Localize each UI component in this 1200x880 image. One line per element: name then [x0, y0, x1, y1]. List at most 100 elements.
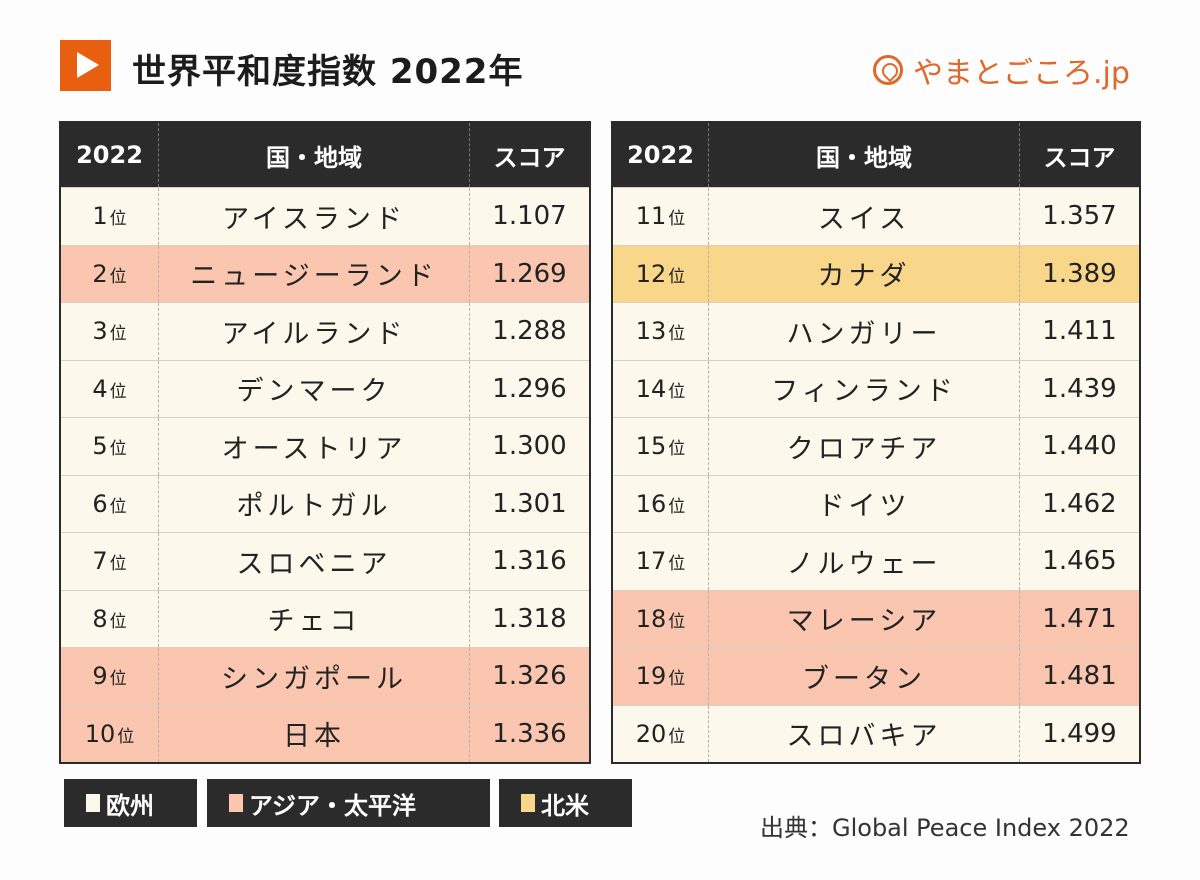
score-cell: 1.357 [1019, 187, 1140, 245]
rank-cell: 12 位 [612, 244, 709, 303]
col-rank: 2022 [612, 122, 709, 188]
table-row: 11 位 スイス 1.357 [612, 187, 1140, 245]
logo: やまとごころ.jp [873, 48, 1130, 92]
source-note: 出典：Global Peace Index 2022 [760, 814, 1130, 842]
score-cell: 1.300 [469, 417, 590, 475]
score-cell: 1.411 [1019, 302, 1140, 360]
col-country: 国・地域 [708, 122, 1020, 188]
legend-north-america: 北米 [499, 779, 632, 827]
score-cell: 1.296 [469, 359, 590, 418]
score-cell: 1.471 [1019, 589, 1140, 648]
score-cell: 1.288 [469, 302, 590, 360]
legend-swatch [521, 794, 535, 812]
country-cell: フィンランド [708, 359, 1020, 418]
country-cell: ハンガリー [708, 302, 1020, 360]
table-row: 14 位 フィンランド 1.439 [612, 359, 1140, 418]
country-cell: ドイツ [708, 474, 1020, 533]
score-cell: 1.301 [469, 474, 590, 533]
logo-text: やまとごころ.jp [913, 56, 1130, 91]
play-icon [60, 40, 111, 91]
table-row: 16 位 ドイツ 1.462 [612, 474, 1140, 533]
country-cell: スイス [708, 187, 1020, 245]
country-cell: カナダ [708, 244, 1020, 303]
ranking-table-right: 2022 国・地域 スコア 11 位 スイス 1.357 12 位 カナダ 1.389… [611, 121, 1141, 764]
table-row: 13 位 ハンガリー 1.411 [612, 302, 1140, 360]
country-cell: スロバキア [708, 704, 1020, 763]
country-cell: シンガポール [158, 647, 470, 705]
rank-cell: 19 位 [612, 647, 709, 705]
col-rank: 2022 [60, 122, 159, 188]
col-country: 国・地域 [158, 122, 470, 188]
table-row: 20 位 スロバキア 1.499 [612, 704, 1140, 763]
rank-cell: 13 位 [612, 302, 709, 360]
score-cell: 1.439 [1019, 359, 1140, 418]
score-cell: 1.107 [469, 187, 590, 245]
rank-cell: 10 位 [60, 704, 159, 763]
country-cell: ポルトガル [158, 474, 470, 533]
country-cell: マレーシア [708, 589, 1020, 648]
rank-cell: 15 位 [612, 417, 709, 475]
score-cell: 1.481 [1019, 647, 1140, 705]
legend-swatch [86, 794, 100, 812]
legend-swatch [229, 794, 243, 812]
country-cell: ニュージーランド [158, 244, 470, 303]
score-cell: 1.465 [1019, 532, 1140, 590]
table-row: 15 位 クロアチア 1.440 [612, 417, 1140, 475]
legend-label: 北米 [541, 791, 589, 820]
rank-cell: 17 位 [612, 532, 709, 590]
country-cell: ブータン [708, 647, 1020, 705]
rank-cell: 16 位 [612, 474, 709, 533]
country-cell: アイスランド [158, 187, 470, 245]
table-row: 18 位 マレーシア 1.471 [612, 589, 1140, 648]
rank-cell: 18 位 [612, 589, 709, 648]
table-row: 17 位 ノルウェー 1.465 [612, 532, 1140, 590]
rank-cell: 11 位 [612, 187, 709, 245]
country-cell: オーストリア [158, 417, 470, 475]
country-cell: アイルランド [158, 302, 470, 360]
country-cell: ノルウェー [708, 532, 1020, 590]
legend-europe: 欧州 [64, 779, 197, 827]
score-cell: 1.462 [1019, 474, 1140, 533]
rank-cell: 20 位 [612, 704, 709, 763]
col-score: スコア [469, 122, 590, 188]
country-cell: 日本 [158, 704, 470, 763]
score-cell: 1.440 [1019, 417, 1140, 475]
score-cell: 1.499 [1019, 704, 1140, 763]
legend-label: アジア・太平洋 [249, 791, 417, 820]
col-score: スコア [1019, 122, 1140, 188]
logo-mark-icon [873, 55, 903, 85]
rank-cell: 14 位 [612, 359, 709, 418]
score-cell: 1.316 [469, 532, 590, 590]
legend-asia-pacific: アジア・太平洋 [207, 779, 490, 827]
country-cell: クロアチア [708, 417, 1020, 475]
table-row: 12 位 カナダ 1.389 [612, 244, 1140, 303]
page-title: 世界平和度指数 2022年 [132, 52, 524, 92]
score-cell: 1.269 [469, 244, 590, 303]
score-cell: 1.318 [469, 589, 590, 648]
score-cell: 1.389 [1019, 244, 1140, 303]
country-cell: デンマーク [158, 359, 470, 418]
legend-label: 欧州 [106, 791, 154, 820]
country-cell: スロベニア [158, 532, 470, 590]
score-cell: 1.326 [469, 647, 590, 705]
score-cell: 1.336 [469, 704, 590, 763]
table-row: 19 位 ブータン 1.481 [612, 647, 1140, 705]
